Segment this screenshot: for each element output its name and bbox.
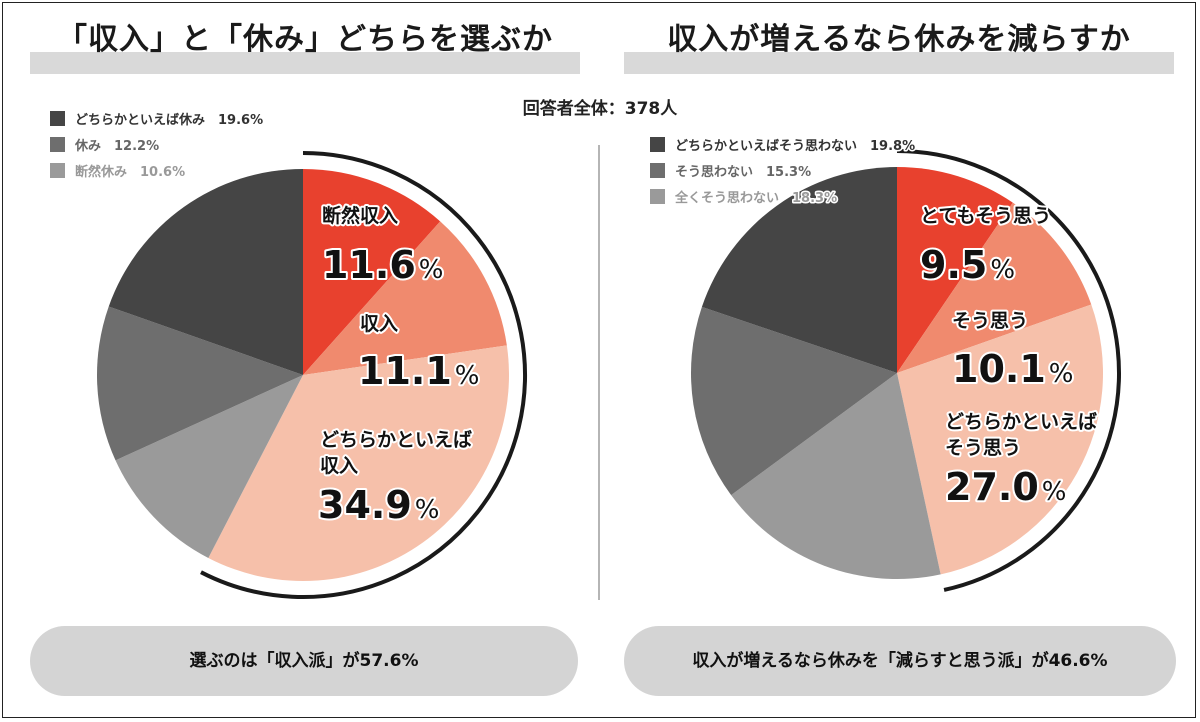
summary-pill-left: 選ぶのは「収入派」が57.6% (30, 626, 578, 696)
pie-slice-1 (897, 202, 1092, 373)
legend-swatch (650, 189, 665, 204)
slice-label: そう思う (952, 310, 1028, 332)
highlight-ring-arc (200, 151, 527, 599)
slice-label: 断然収入 (322, 204, 398, 227)
legend-swatch (50, 163, 65, 178)
legend-label: 断然休み 10.6% (75, 164, 185, 180)
slice-percent: 27.0% (945, 465, 1066, 509)
pie-slice-5 (108, 168, 304, 375)
pie-slice-4 (96, 306, 304, 461)
summary-pill-right: 収入が増えるなら休みを「減らすと思う派」が46.6% (624, 626, 1176, 696)
chart-title-right-text: 収入が増えるなら休みを減らすか (667, 22, 1131, 57)
legend-swatch (650, 137, 665, 152)
pie-slice-0 (303, 169, 441, 375)
pie-slice-2 (897, 304, 1104, 575)
legend-label: どちらかといえばそう思わない 19.8% (675, 139, 915, 154)
legend-label: 休み 12.2% (74, 138, 159, 154)
slice-label: どちらかといえば収入 (320, 429, 472, 477)
slice-label: 収入 (360, 313, 398, 335)
legend-label: 全くそう思わない 18.3% (674, 190, 837, 206)
pie-slice-1 (303, 221, 507, 375)
legend-swatch (50, 111, 65, 126)
panel-divider (598, 145, 600, 600)
legend-label: どちらかといえば休み 19.6% (75, 112, 263, 128)
slice-label: とてもそう思う (920, 205, 1051, 227)
legend-label: そう思わない 15.3% (675, 165, 811, 180)
pie-slice-3 (731, 373, 941, 580)
pie-slice-2 (208, 345, 509, 582)
highlight-ring-arc (896, 149, 1121, 592)
pie-chart-right: どちらかといえばそう思わない 19.8% そう思わない 15.3% 全くそう思わない… (650, 137, 1121, 592)
pie-slice-0 (897, 167, 1013, 373)
slice-percent: 9.5% (920, 243, 1015, 287)
slice-percent: 34.9% (318, 483, 439, 527)
pie-chart-left: どちらかといえば休み 19.6% 休み 12.2% 断然休み 10.6% 断然収入 11… (50, 111, 527, 599)
pie-slice-3 (115, 375, 304, 558)
pie-slice-4 (691, 306, 897, 496)
legend-swatch (50, 137, 65, 152)
slice-percent: 10.1% (952, 347, 1073, 391)
chart-title-left: 「収入」と「休み」どちらを選ぶか (30, 14, 580, 74)
respondents-note: 回答者全体：378人 (522, 99, 678, 119)
chart-title-right: 収入が増えるなら休みを減らすか (624, 14, 1174, 74)
slice-percent: 11.1% (358, 349, 479, 393)
legend-swatch (650, 163, 665, 178)
pie-slice-5 (701, 167, 897, 373)
slice-label: どちらかといえばそう思う (945, 411, 1097, 459)
slice-percent: 11.6% (322, 243, 443, 287)
chart-title-left-text: 「収入」と「休み」どちらを選ぶか (57, 22, 553, 57)
